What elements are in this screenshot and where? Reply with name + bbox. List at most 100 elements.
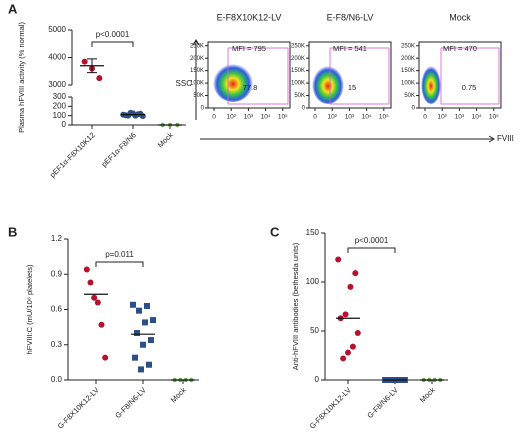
panel-title: Mock (449, 12, 471, 22)
x-tick-label: 10³ (244, 114, 254, 121)
x-tick-label: Mock (156, 130, 175, 149)
data-point (354, 329, 361, 336)
y-tick-label: 250K (291, 43, 305, 49)
x-tick-label: 0 (313, 114, 317, 121)
x-tick-label: pEF1α-F8X10K12 (48, 130, 97, 179)
data-point (87, 279, 94, 286)
x-tick-label: Mock (169, 385, 188, 404)
data-point (138, 366, 144, 373)
y-tick-label: 0 (412, 106, 416, 112)
mfi-label: MFI = 795 (232, 44, 266, 53)
data-point (146, 361, 152, 368)
y-tick-label: 50K (404, 93, 415, 99)
y-tick-label: 50 (310, 326, 319, 335)
data-point (83, 266, 90, 273)
y-tick-label: 0 (201, 106, 205, 112)
y-tick-label: 150 (306, 228, 320, 237)
data-point (91, 294, 98, 301)
x-tick-label: 10⁵ (278, 114, 288, 121)
density-cloud (421, 64, 441, 104)
y-tick-label: 4000 (48, 53, 66, 62)
y-tick-label: 0.9 (51, 269, 63, 278)
mfi-label: MFI = 470 (443, 44, 477, 53)
x-tick-label: 10⁴ (472, 114, 482, 121)
gate (329, 47, 390, 105)
annotation: p<0.0001 (96, 30, 130, 39)
y-axis-label: hFVIII:C (mU/10⁸ platelets) (25, 264, 34, 354)
x-tick-label: G-F8X10K12-LV (56, 385, 101, 430)
panel-title: E-F8X10K12-LV (217, 12, 282, 22)
y-tick-label: 150K (190, 68, 204, 74)
data-point (347, 283, 354, 290)
data-point (340, 355, 347, 362)
data-point (349, 343, 356, 350)
data-point (144, 302, 150, 309)
data-point (130, 301, 136, 308)
data-point (335, 256, 342, 263)
x-tick-label: G-F8/N6-LV (365, 385, 400, 420)
x-tick-label: pEF1α-F8/N6 (100, 130, 138, 168)
gate-percent: 77.8 (243, 83, 258, 92)
x-tick-label: 10⁵ (489, 114, 499, 121)
arrow (200, 135, 495, 143)
gate (440, 47, 500, 105)
gate-percent: 0.75 (462, 83, 477, 92)
data-point (140, 341, 146, 348)
data-point (81, 58, 88, 65)
y-tick-label: 200K (291, 56, 305, 62)
y-tick-label: 200K (401, 56, 415, 62)
y-tick-label: 150K (291, 68, 305, 74)
data-point (142, 319, 148, 326)
x-tick-label: Mock (418, 385, 437, 404)
significance-bracket (347, 247, 396, 253)
x-tick-label: 0 (212, 114, 216, 121)
x-tick-label: 10² (226, 114, 236, 121)
panel-letter: B (8, 224, 17, 239)
data-point (345, 349, 351, 356)
mfi-label: MFI = 541 (333, 44, 367, 53)
x-tick-label: 10³ (455, 114, 465, 121)
data-point (134, 330, 140, 336)
density-cloud (213, 62, 253, 102)
x-tick-label: G-F8/N6-LV (113, 385, 148, 420)
y-tick-label: 150K (401, 68, 415, 74)
data-point (148, 337, 154, 344)
x-tick-label: 10² (437, 114, 447, 121)
data-point (94, 299, 101, 306)
y-tick-label: 5000 (48, 25, 66, 34)
x-axis-label: FVIII (497, 134, 514, 143)
y-tick-label: 200K (190, 56, 204, 62)
data-point (125, 112, 132, 119)
x-tick-label: 0 (423, 114, 427, 121)
y-axis-label: Anti-hFVIII antibodies (bethesda units) (291, 242, 300, 370)
x-tick-label: 10⁴ (261, 114, 271, 121)
data-point (132, 354, 138, 361)
y-tick-label: 100K (401, 81, 415, 87)
data-point (150, 317, 156, 324)
y-tick-label: 0 (62, 120, 67, 129)
y-tick-label: 1.2 (51, 234, 63, 243)
annotation: p<0.0001 (355, 236, 389, 245)
arrow (192, 39, 200, 120)
data-point (96, 75, 103, 82)
data-point (136, 307, 142, 314)
data-point (102, 354, 109, 361)
y-tick-label: 50K (193, 93, 204, 99)
y-axis-label: Plasma hFVIII activity (% normal) (17, 22, 26, 133)
panel-letter: C (270, 224, 280, 239)
y-tick-label: 0 (302, 106, 306, 112)
y-tick-label: 0 (315, 375, 320, 384)
x-tick-label: G-F8X10K12-LV (308, 385, 353, 430)
y-tick-label: 300 (53, 92, 67, 101)
density-cloud (312, 64, 344, 104)
panel-letter: A (8, 1, 18, 16)
gate-percent: 15 (348, 83, 356, 92)
x-tick-label: 10⁵ (379, 114, 389, 121)
x-tick-label: 10⁴ (362, 114, 372, 121)
y-tick-label: 250K (401, 43, 415, 49)
significance-bracket (91, 41, 134, 47)
y-tick-label: 100K (291, 81, 305, 87)
data-point (342, 311, 349, 318)
data-point (352, 270, 359, 277)
